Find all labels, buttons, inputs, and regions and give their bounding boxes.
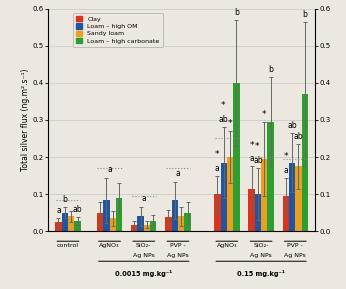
Bar xyxy=(233,83,239,231)
Text: Ag NPs: Ag NPs xyxy=(167,253,189,258)
Legend: Clay, Loam – high OM, Sandy loam, Loam – high carbonate: Clay, Loam – high OM, Sandy loam, Loam –… xyxy=(73,13,163,47)
Bar xyxy=(302,94,308,231)
Text: b: b xyxy=(302,10,307,19)
Bar xyxy=(261,159,267,231)
Bar xyxy=(220,163,227,231)
Text: Ag NPs: Ag NPs xyxy=(250,253,272,258)
Text: PVP -: PVP - xyxy=(170,243,186,249)
Bar xyxy=(227,157,233,231)
Bar xyxy=(172,200,178,231)
Text: *: * xyxy=(249,141,254,150)
Y-axis label: Total silver flux (ng.m².s⁻¹): Total silver flux (ng.m².s⁻¹) xyxy=(20,69,29,171)
Text: SiO₂-: SiO₂- xyxy=(136,243,152,249)
Text: ab: ab xyxy=(287,121,297,130)
Bar xyxy=(184,213,191,231)
Bar xyxy=(165,217,172,231)
Bar xyxy=(214,194,220,231)
Bar xyxy=(97,213,103,231)
Text: a: a xyxy=(249,154,254,163)
Bar xyxy=(137,216,144,231)
Text: a: a xyxy=(142,194,146,203)
Text: b: b xyxy=(62,195,67,204)
Bar xyxy=(55,222,62,231)
Bar xyxy=(68,216,74,231)
Text: a: a xyxy=(107,166,112,175)
Text: a: a xyxy=(215,164,220,173)
Text: PVP -: PVP - xyxy=(288,243,303,249)
Text: *: * xyxy=(220,101,225,110)
Text: a: a xyxy=(283,166,288,175)
Bar xyxy=(131,225,137,231)
Text: *: * xyxy=(228,119,232,128)
Text: Ag NPs: Ag NPs xyxy=(284,253,306,258)
Text: 0.15 mg.kg⁻¹: 0.15 mg.kg⁻¹ xyxy=(237,270,285,277)
Bar xyxy=(144,225,150,231)
Text: control: control xyxy=(57,243,79,249)
Text: a: a xyxy=(176,169,180,178)
Text: *: * xyxy=(262,110,266,119)
Bar xyxy=(283,196,289,231)
Text: a: a xyxy=(56,206,61,215)
Text: ab: ab xyxy=(294,132,303,141)
Bar xyxy=(289,163,295,231)
Text: ab: ab xyxy=(219,115,228,124)
Bar xyxy=(74,221,81,231)
Text: b: b xyxy=(268,65,273,74)
Text: Ag NPs: Ag NPs xyxy=(133,253,155,258)
Bar xyxy=(248,188,255,231)
Bar xyxy=(103,200,110,231)
Text: SiO₂-: SiO₂- xyxy=(253,243,269,249)
Bar xyxy=(110,218,116,231)
Bar xyxy=(116,198,122,231)
Text: 0.0015 mg.kg⁻¹: 0.0015 mg.kg⁻¹ xyxy=(115,270,172,277)
Text: ab: ab xyxy=(253,156,263,165)
Text: AgNO₃: AgNO₃ xyxy=(217,243,237,249)
Bar xyxy=(178,216,184,231)
Bar xyxy=(62,213,68,231)
Text: ab: ab xyxy=(73,205,82,214)
Text: b: b xyxy=(234,8,239,17)
Text: *: * xyxy=(215,150,220,159)
Bar xyxy=(295,166,302,231)
Bar xyxy=(150,221,156,231)
Text: AgNO₃: AgNO₃ xyxy=(99,243,120,249)
Bar xyxy=(255,194,261,231)
Bar xyxy=(267,122,274,231)
Text: *: * xyxy=(255,142,259,151)
Text: *: * xyxy=(283,153,288,162)
